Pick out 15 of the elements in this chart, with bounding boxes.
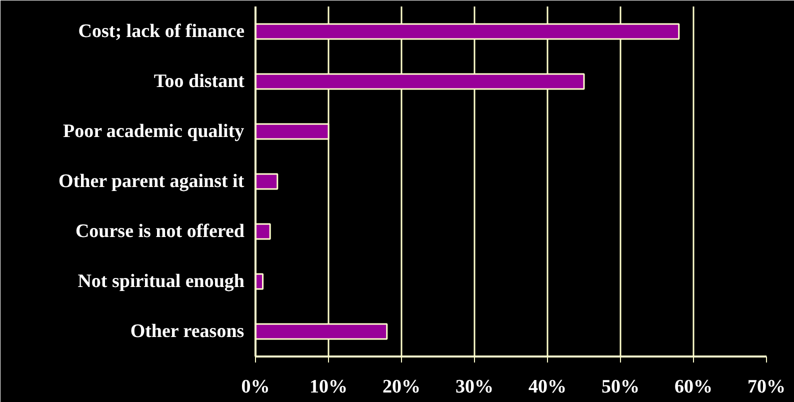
x-tick-label: 70% bbox=[748, 376, 786, 398]
x-tick-label: 30% bbox=[456, 376, 494, 398]
y-tick-label: Not spiritual enough bbox=[78, 271, 245, 292]
x-tick-label: 60% bbox=[674, 376, 712, 398]
x-tick-label: 0% bbox=[241, 376, 270, 398]
x-tick-label: 20% bbox=[382, 376, 420, 398]
x-tick-label: 10% bbox=[310, 376, 348, 398]
y-tick-label: Other reasons bbox=[130, 321, 244, 342]
x-tick-label: 50% bbox=[602, 376, 640, 398]
y-tick-label: Cost; lack of finance bbox=[78, 21, 245, 42]
y-tick-label: Too distant bbox=[154, 71, 246, 92]
x-tick-label: 40% bbox=[528, 376, 566, 398]
y-tick-label: Course is not offered bbox=[75, 221, 245, 242]
y-tick-label: Poor academic quality bbox=[62, 121, 245, 142]
y-tick-label: Other parent against it bbox=[58, 171, 245, 192]
